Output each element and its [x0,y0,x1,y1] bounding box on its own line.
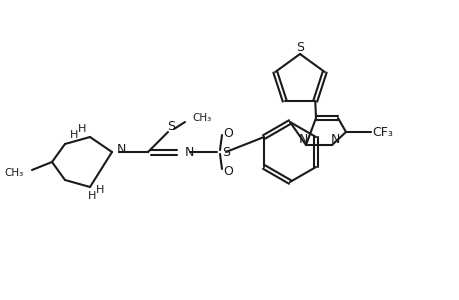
Text: S: S [222,146,230,158]
Text: N: N [117,142,126,155]
Text: H: H [88,191,96,201]
Text: S: S [167,119,174,133]
Text: O: O [223,127,232,140]
Text: N: N [298,133,307,146]
Text: H: H [95,185,104,195]
Text: CH₃: CH₃ [191,113,211,123]
Text: O: O [223,164,232,178]
Text: H: H [78,124,86,134]
Text: N: N [330,133,339,146]
Text: CF₃: CF₃ [371,125,392,139]
Text: S: S [295,40,303,53]
Text: H: H [70,130,78,140]
Text: CH₃: CH₃ [5,168,24,178]
Text: N: N [185,146,194,158]
